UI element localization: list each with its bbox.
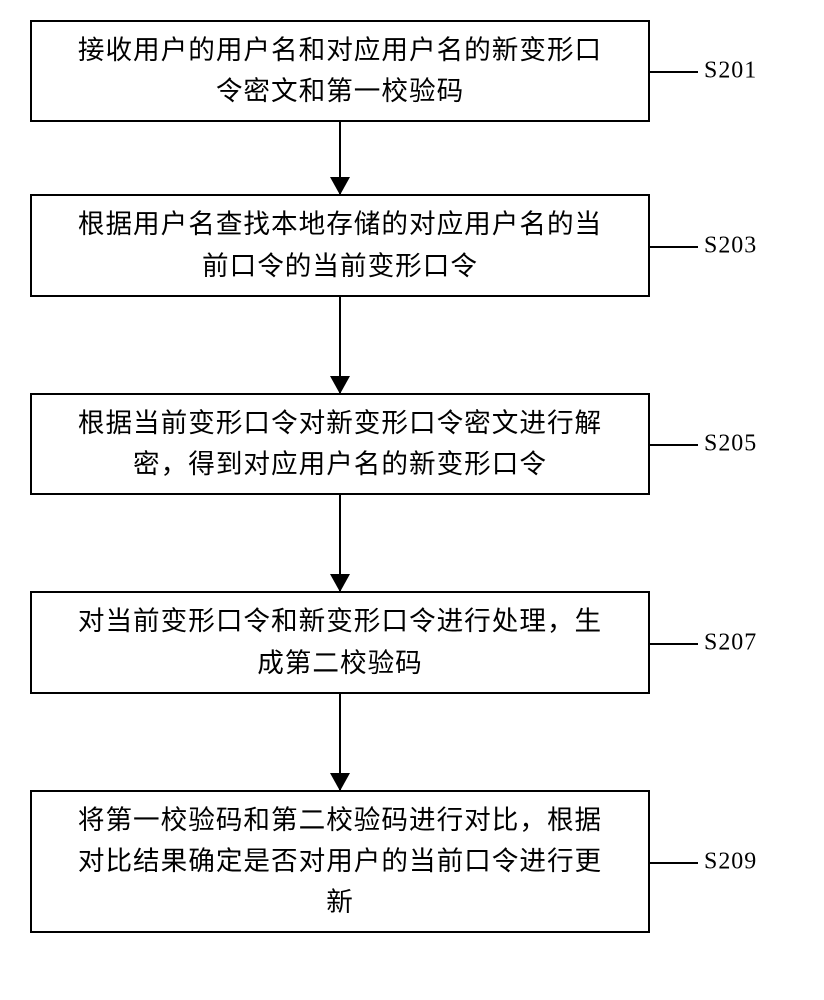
- flow-step-S205: 根据当前变形口令对新变形口令密文进行解密，得到对应用户名的新变形口令 S205: [30, 393, 800, 495]
- step-label: S207: [704, 629, 757, 656]
- flow-box: 根据用户名查找本地存储的对应用户名的当前口令的当前变形口令: [30, 194, 650, 296]
- flow-box-line: 密，得到对应用户名的新变形口令: [133, 444, 547, 485]
- arrow-head-icon: [330, 773, 350, 791]
- step-label: S205: [704, 431, 757, 458]
- arrow-head-icon: [330, 574, 350, 592]
- flow-box-line: 将第一校验码和第二校验码进行对比，根据: [78, 800, 602, 841]
- arrow-line: [339, 297, 342, 393]
- flow-box-wrap: 对当前变形口令和新变形口令进行处理，生成第二校验码 S207: [30, 591, 800, 693]
- label-connector-line: [650, 444, 698, 446]
- flow-box-line: 对比结果确定是否对用户的当前口令进行更: [78, 841, 602, 882]
- arrow-head-icon: [330, 177, 350, 195]
- label-connector-line: [650, 862, 698, 864]
- flow-box: 接收用户的用户名和对应用户名的新变形口令密文和第一校验码: [30, 20, 650, 122]
- arrow-line: [339, 495, 342, 591]
- flow-step-S209: 将第一校验码和第二校验码进行对比，根据对比结果确定是否对用户的当前口令进行更新 S…: [30, 790, 800, 934]
- label-connector-line: [650, 71, 698, 73]
- flowchart-container: 接收用户的用户名和对应用户名的新变形口令密文和第一校验码 S201 根据用户名查找本…: [30, 20, 800, 933]
- flow-step-S201: 接收用户的用户名和对应用户名的新变形口令密文和第一校验码 S201: [30, 20, 800, 122]
- arrow-line: [339, 694, 342, 790]
- arrow-line: [339, 122, 342, 194]
- flow-arrow: [30, 297, 650, 393]
- flow-box-wrap: 接收用户的用户名和对应用户名的新变形口令密文和第一校验码 S201: [30, 20, 800, 122]
- flow-box-wrap: 根据当前变形口令对新变形口令密文进行解密，得到对应用户名的新变形口令 S205: [30, 393, 800, 495]
- flow-box-wrap: 将第一校验码和第二校验码进行对比，根据对比结果确定是否对用户的当前口令进行更新 S…: [30, 790, 800, 934]
- flow-box-wrap: 根据用户名查找本地存储的对应用户名的当前口令的当前变形口令 S203: [30, 194, 800, 296]
- step-label: S203: [704, 232, 757, 259]
- arrow-head-icon: [330, 376, 350, 394]
- flow-box: 根据当前变形口令对新变形口令密文进行解密，得到对应用户名的新变形口令: [30, 393, 650, 495]
- step-label: S209: [704, 848, 757, 875]
- label-connector-line: [650, 643, 698, 645]
- flow-arrow: [30, 495, 650, 591]
- flow-box-line: 新: [326, 882, 354, 923]
- flow-step-S207: 对当前变形口令和新变形口令进行处理，生成第二校验码 S207: [30, 591, 800, 693]
- flow-box-line: 对当前变形口令和新变形口令进行处理，生: [78, 601, 602, 642]
- label-connector-line: [650, 246, 698, 248]
- flow-box-line: 令密文和第一校验码: [216, 71, 464, 112]
- flow-box: 对当前变形口令和新变形口令进行处理，生成第二校验码: [30, 591, 650, 693]
- flow-box-line: 前口令的当前变形口令: [202, 246, 478, 287]
- flow-box: 将第一校验码和第二校验码进行对比，根据对比结果确定是否对用户的当前口令进行更新: [30, 790, 650, 934]
- flow-arrow: [30, 122, 650, 194]
- flow-box-line: 根据当前变形口令对新变形口令密文进行解: [78, 403, 602, 444]
- flow-box-line: 接收用户的用户名和对应用户名的新变形口: [78, 30, 602, 71]
- flow-box-line: 成第二校验码: [257, 643, 423, 684]
- flow-arrow: [30, 694, 650, 790]
- step-label: S201: [704, 58, 757, 85]
- flow-box-line: 根据用户名查找本地存储的对应用户名的当: [78, 204, 602, 245]
- flow-step-S203: 根据用户名查找本地存储的对应用户名的当前口令的当前变形口令 S203: [30, 194, 800, 296]
